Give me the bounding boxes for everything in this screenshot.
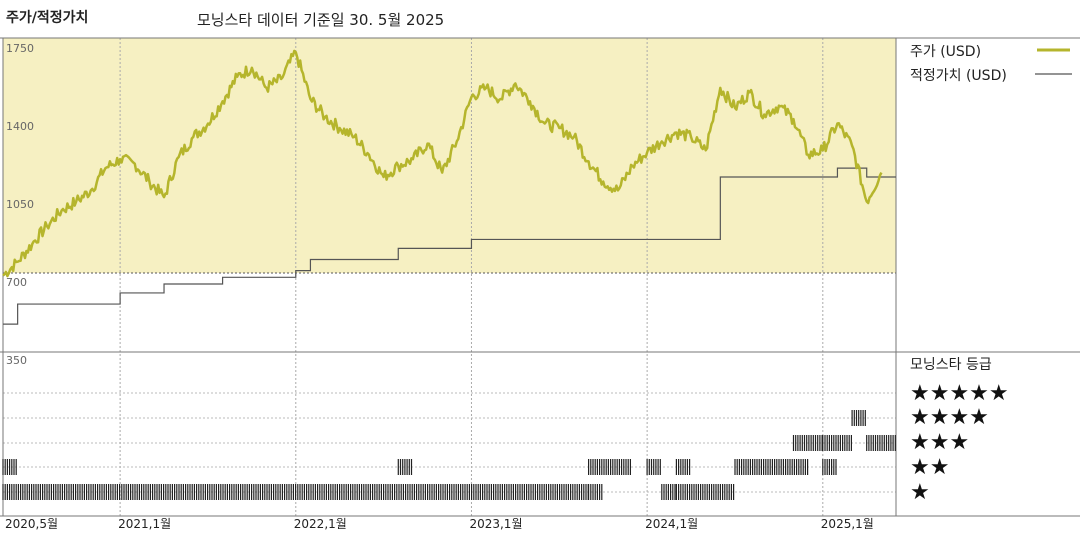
rating-period-3-star bbox=[866, 435, 896, 451]
star-rating-3: ★★★ bbox=[910, 430, 969, 455]
rating-bars bbox=[2, 410, 896, 500]
rating-period-1-star bbox=[2, 484, 589, 500]
rating-period-3-star bbox=[792, 435, 823, 451]
y-tick-label: 700 bbox=[6, 276, 27, 289]
y-tick-label: 1750 bbox=[6, 42, 34, 55]
x-tick-label: 2022,1월 bbox=[294, 517, 347, 531]
rating-period-2-star bbox=[822, 459, 837, 475]
rating-period-2-star bbox=[675, 459, 691, 475]
rating-period-3-star bbox=[822, 435, 853, 451]
y-tick-label: 1400 bbox=[6, 120, 34, 133]
star-rating-5: ★★★★★ bbox=[910, 381, 1009, 406]
rating-period-2-star bbox=[587, 459, 632, 475]
legend-price-label: 주가 (USD) bbox=[910, 44, 981, 60]
gridlines bbox=[3, 38, 896, 516]
legend: 주가 (USD) 적정가치 (USD) 모닝스타 등급 bbox=[910, 44, 1072, 373]
x-tick-label: 2023,1월 bbox=[469, 517, 522, 531]
rating-period-1-star bbox=[587, 484, 603, 500]
fair-value-line bbox=[3, 167, 896, 325]
series-lines bbox=[2, 49, 896, 325]
x-axis-ticks: 2020,5월 2021,1월 2022,1월 2023,1월 2024,1월 2025,… bbox=[5, 517, 874, 531]
x-tick-label: 2025,1월 bbox=[821, 517, 874, 531]
rating-period-4-star bbox=[851, 410, 866, 426]
star-rating-4: ★★★★ bbox=[910, 405, 989, 430]
x-tick-label: 2021,1월 bbox=[118, 517, 171, 531]
rating-period-2-star bbox=[734, 459, 809, 475]
star-rating-1: ★ bbox=[910, 480, 930, 505]
price-line bbox=[2, 49, 883, 278]
rating-period-1-star bbox=[661, 484, 676, 500]
chart-title: 주가/적정가치 bbox=[6, 10, 89, 26]
y-tick-label: 1050 bbox=[6, 198, 34, 211]
star-rating-2: ★★ bbox=[910, 455, 949, 480]
y-axis-ticks: 1750 1400 1050 700 350 bbox=[6, 42, 34, 367]
rating-period-2-star bbox=[646, 459, 661, 475]
legend-fairvalue-label: 적정가치 (USD) bbox=[910, 68, 1007, 84]
star-rating-legend: ★★★★★★★★★★★★★★★ bbox=[910, 381, 1009, 505]
rating-period-1-star bbox=[675, 484, 735, 500]
rating-period-2-star bbox=[397, 459, 413, 475]
x-tick-label: 2024,1월 bbox=[645, 517, 698, 531]
rating-period-2-star bbox=[2, 459, 17, 475]
x-tick-label: 2020,5월 bbox=[5, 517, 58, 531]
rating-legend-title: 모닝스타 등급 bbox=[910, 357, 992, 373]
data-date-subtitle: 모닝스타 데이터 기준일 30. 5월 2025 bbox=[197, 11, 445, 29]
y-tick-label: 350 bbox=[6, 354, 27, 367]
